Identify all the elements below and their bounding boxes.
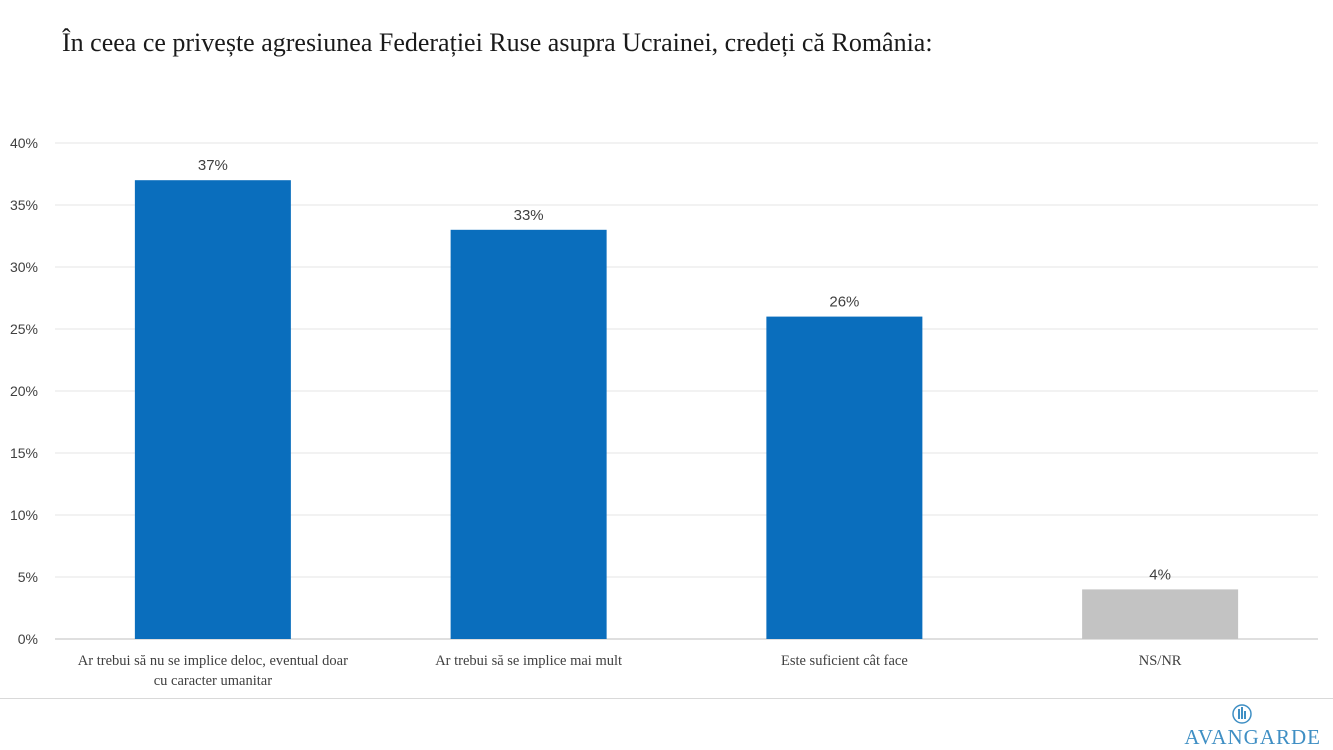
y-tick-label: 15%: [10, 445, 38, 461]
data-label: 37%: [198, 157, 228, 174]
y-tick-label: 0%: [18, 631, 38, 647]
y-tick-label: 10%: [10, 507, 38, 523]
footer-divider: [0, 698, 1333, 699]
x-tick-label: cu caracter umanitar: [154, 673, 273, 689]
x-tick-label: Ar trebui să se implice mai mult: [435, 653, 622, 669]
avangarde-logo-icon: [1232, 704, 1252, 724]
data-label: 33%: [514, 207, 544, 224]
y-tick-label: 40%: [10, 135, 38, 151]
bar: [1082, 589, 1239, 639]
bar-chart: 0% 5% 10% 15% 20% 25% 30% 35% 40% 37% Ar trebui să…: [10, 135, 1318, 689]
x-tick-label: Este suficient cât face: [781, 653, 908, 669]
y-tick-label: 20%: [10, 383, 38, 399]
y-tick-label: 25%: [10, 321, 38, 337]
x-tick-label: Ar trebui să nu se implice deloc, eventu…: [78, 653, 348, 669]
brand-name: AVANGARDE: [1184, 725, 1321, 749]
chart-title: În ceea ce privește agresiunea Federație…: [62, 28, 933, 57]
y-tick-label: 35%: [10, 197, 38, 213]
bar: [766, 316, 923, 639]
y-tick-label: 30%: [10, 259, 38, 275]
x-tick-label: NS/NR: [1139, 653, 1182, 669]
data-label: 4%: [1149, 566, 1171, 583]
data-label: 26%: [829, 294, 859, 311]
brand-logo: AVANGARDE: [1171, 703, 1321, 749]
bar: [450, 229, 607, 640]
bar: [134, 180, 291, 639]
y-tick-label: 5%: [18, 569, 38, 585]
